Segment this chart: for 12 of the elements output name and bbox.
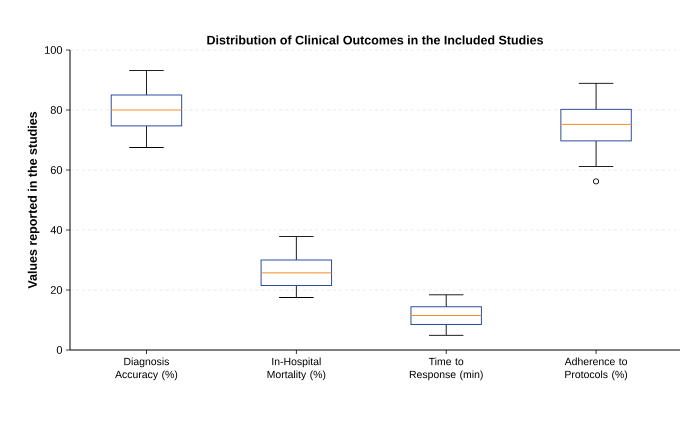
y-tick-label: 20 (50, 286, 62, 294)
y-tick-label: 60 (50, 166, 62, 174)
y-axis-title: Values reported in the studies (28, 112, 40, 288)
y-tick-label: 40 (50, 226, 62, 234)
x-tick-label: Time to Response (min) (410, 358, 483, 380)
y-tick-label: 100 (45, 46, 62, 54)
x-tick-label: Adherence to Protocols (%) (564, 358, 628, 380)
x-tick-label: In-Hospital Mortality (%) (268, 358, 326, 380)
y-tick-label: 80 (50, 106, 62, 114)
y-tick-label: 0 (56, 346, 62, 354)
chart-title: Distribution of Clinical Outcomes in the Included Studies (207, 35, 543, 45)
x-tick-label: Diagnosis Accuracy (%) (115, 358, 178, 380)
